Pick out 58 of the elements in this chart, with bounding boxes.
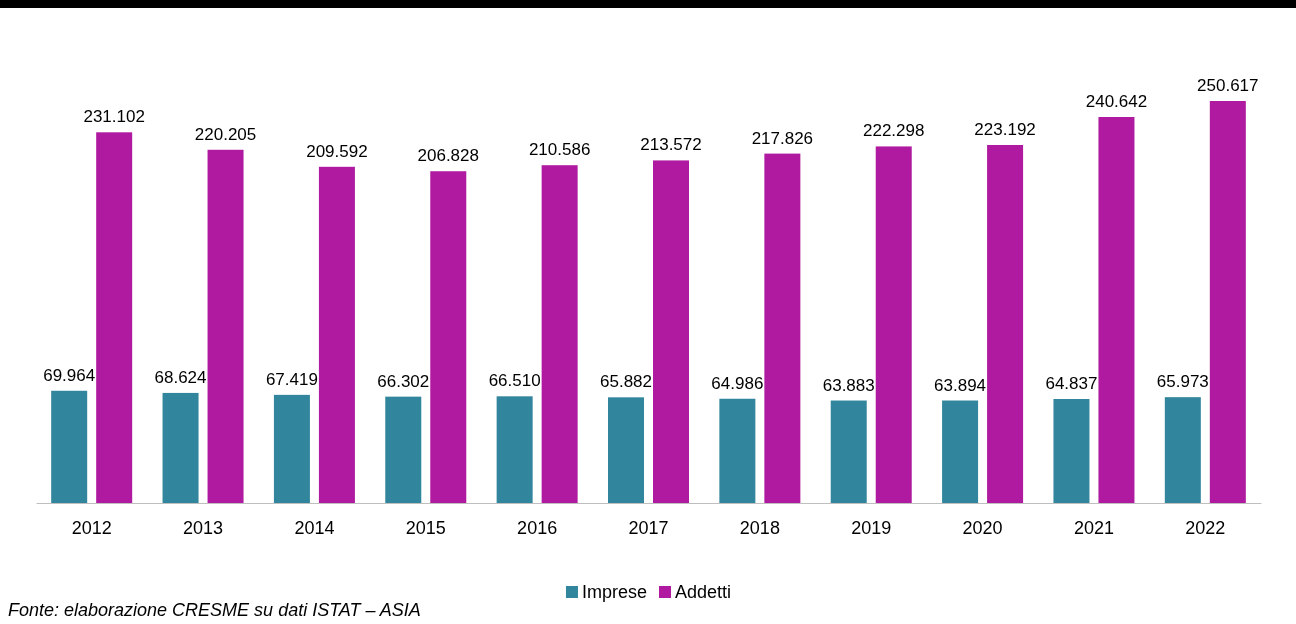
bar [51, 390, 88, 503]
data-label: 65.882 [600, 372, 652, 392]
data-label: 69.964 [43, 365, 96, 385]
data-label: 66.302 [377, 371, 430, 391]
legend-label: Addetti [674, 582, 732, 602]
data-label: 213.572 [640, 135, 702, 155]
x-tick-label: 2018 [739, 517, 780, 538]
bar [1098, 117, 1135, 503]
bar [1164, 397, 1201, 503]
data-label: 63.894 [934, 375, 987, 395]
x-tick-label: 2016 [517, 517, 558, 538]
data-label: 222.298 [863, 121, 925, 141]
data-label: 220.205 [194, 124, 257, 144]
bar [719, 398, 756, 503]
bar [96, 132, 133, 503]
bar [162, 392, 199, 503]
data-label: 223.192 [974, 119, 1036, 139]
data-label: 63.883 [822, 375, 875, 395]
data-label: 217.826 [751, 128, 814, 148]
bar [653, 160, 689, 503]
bar [207, 149, 244, 503]
x-tick-label: 2014 [294, 517, 335, 538]
x-tick-label: 2017 [628, 517, 669, 538]
data-label: 250.617 [1197, 76, 1259, 95]
bar [1053, 399, 1090, 503]
data-label: 231.102 [83, 107, 145, 127]
data-label: 209.592 [306, 141, 368, 161]
data-label: 67.419 [265, 369, 318, 389]
bar [430, 171, 467, 503]
x-tick-label: 2012 [71, 517, 112, 538]
source-note: Fonte: elaborazione CRESME su dati ISTAT – ASIA [8, 600, 421, 620]
data-label: 65.973 [1156, 372, 1209, 392]
data-label: 240.642 [1085, 92, 1148, 111]
data-label: 64.837 [1045, 374, 1098, 393]
x-tick-label: 2019 [851, 517, 892, 538]
x-tick-label: 2013 [183, 517, 224, 538]
bar [318, 166, 355, 503]
bar [830, 400, 867, 503]
legend-label: Imprese [581, 582, 647, 602]
data-label: 68.624 [154, 367, 207, 387]
data-label: 206.828 [417, 146, 479, 166]
data-label: 210.586 [528, 140, 591, 160]
x-tick-label: 2020 [962, 517, 1003, 538]
bar [764, 153, 801, 503]
bar [608, 397, 644, 503]
x-tick-label: 2022 [1185, 517, 1226, 538]
x-tick-label: 2015 [405, 517, 446, 538]
bar [1209, 101, 1246, 503]
bar [942, 400, 979, 503]
bar [496, 396, 533, 503]
bar [385, 396, 422, 503]
bar [273, 394, 310, 503]
bar [987, 144, 1024, 503]
bar [875, 146, 912, 503]
bar [541, 165, 578, 503]
data-label: 64.986 [711, 373, 764, 393]
data-label: 66.510 [488, 371, 541, 391]
x-tick-label: 2021 [1073, 517, 1114, 538]
